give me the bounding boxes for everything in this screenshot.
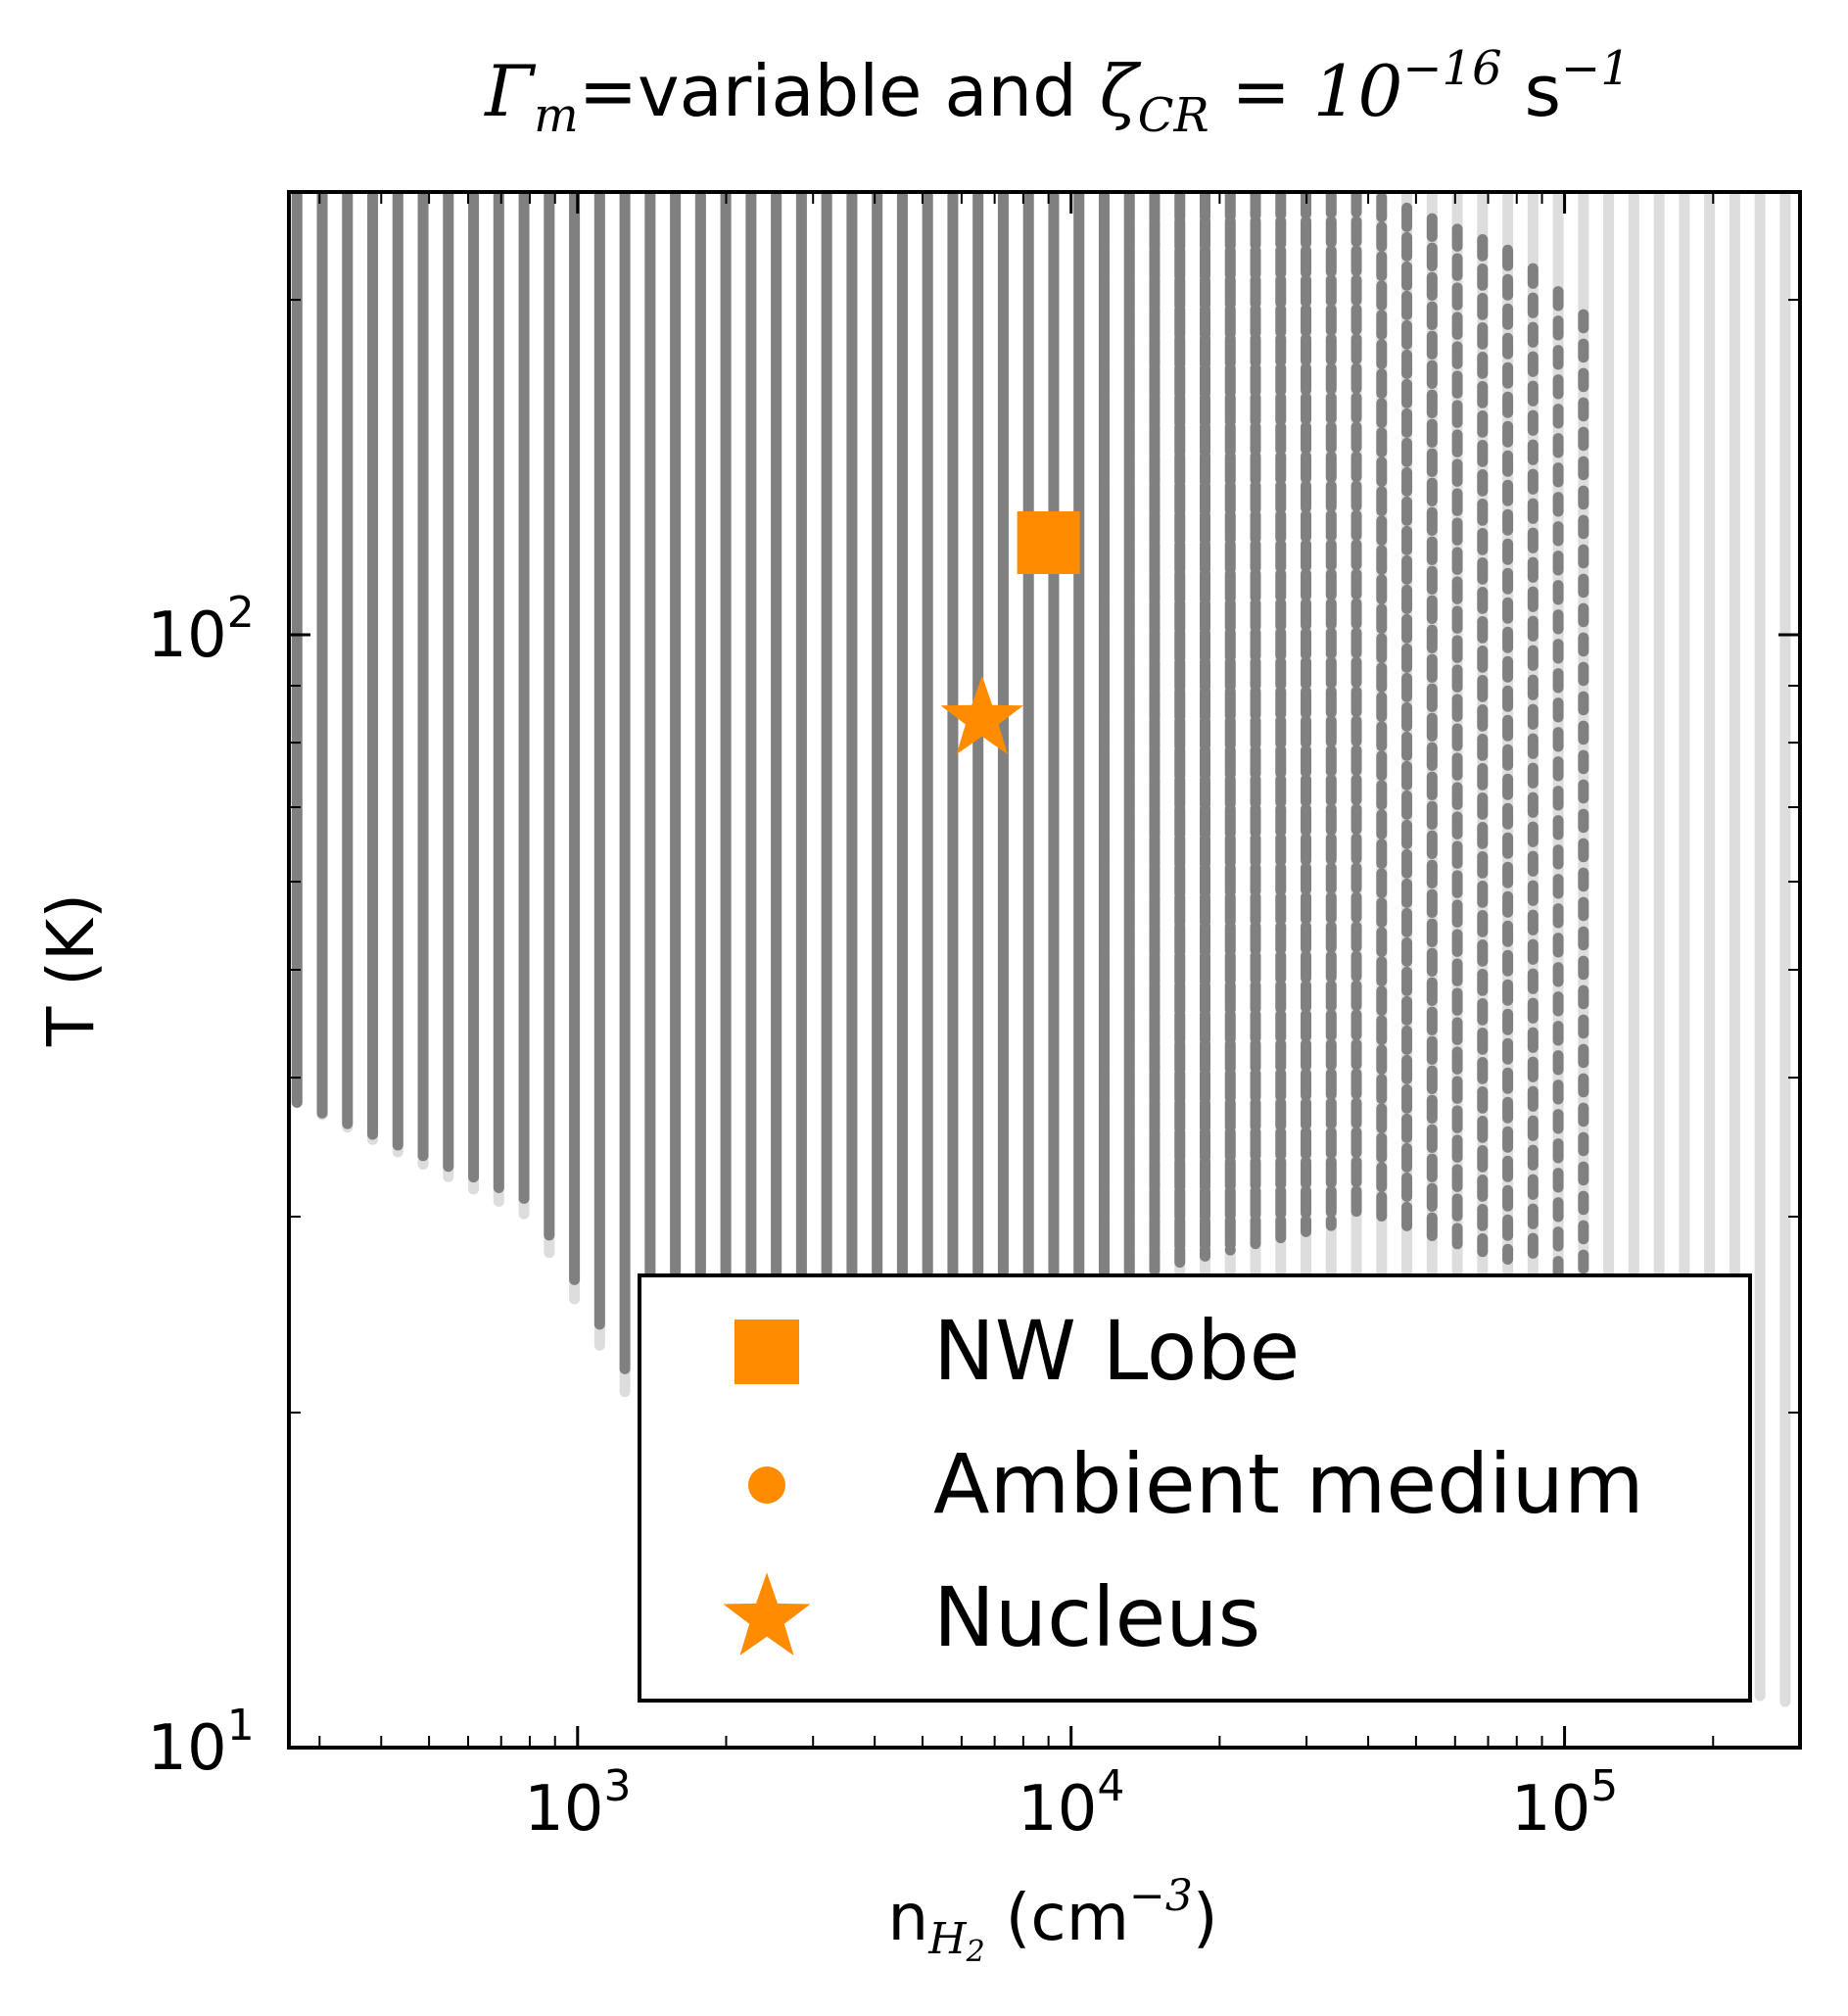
- x-axis-label: nH2 (cm−3): [887, 1871, 1217, 1969]
- title-exp: −16: [1402, 41, 1501, 96]
- model-grid-good: [291, 192, 1589, 1496]
- point-nucleus: [940, 675, 1023, 754]
- y-axis-label: T (K): [33, 893, 109, 1047]
- chart-title: Γm=variable and ζCR = 10−16 s−1: [483, 41, 1631, 143]
- title-zeta: ζ: [1100, 50, 1142, 132]
- legend-label: NW Lobe: [933, 1303, 1300, 1399]
- y-tick-label: 101: [147, 1701, 254, 1785]
- title-equals: = 10: [1209, 50, 1403, 132]
- x-label-sub: H: [927, 1914, 968, 1964]
- svg-text:nH2 (cm−3): nH2 (cm−3): [887, 1871, 1217, 1969]
- x-label-unit: (cm: [985, 1880, 1129, 1955]
- x-label-close: ): [1193, 1880, 1218, 1955]
- x-tick-label: 105: [1511, 1761, 1618, 1846]
- legend-frame: [638, 1273, 1752, 1703]
- data-points: [940, 511, 1080, 754]
- svg-text:Γm=variable and ζCR = 10−16 s−: Γm=variable and ζCR = 10−16 s−1: [483, 41, 1631, 143]
- x-label-unit-exp: −3: [1129, 1871, 1193, 1921]
- x-tick-label: 104: [1018, 1761, 1124, 1846]
- legend-marker-star: [723, 1572, 811, 1656]
- axes: 103 104 105 101 102: [147, 190, 1802, 1846]
- legend-label: Nucleus: [933, 1569, 1260, 1665]
- title-gamma-sub: m: [534, 88, 579, 143]
- title-unit-exp: −1: [1561, 41, 1631, 96]
- y-tick-label: 102: [147, 588, 254, 672]
- legend-label: Ambient medium: [933, 1436, 1644, 1532]
- title-zeta-sub: CR: [1138, 88, 1209, 143]
- title-unit: s: [1502, 50, 1561, 132]
- title-gamma: Γ: [483, 50, 537, 132]
- x-label-n: n: [887, 1880, 928, 1955]
- legend: NW Lobe Ambient medium Nucleus: [638, 1273, 1752, 1703]
- point-nw-lobe: [1017, 511, 1080, 575]
- legend-marker-circle: [748, 1466, 785, 1504]
- x-tick-label: 103: [524, 1761, 631, 1846]
- y-axis-label-text: T (K): [33, 893, 109, 1047]
- title-mid: =variable and: [579, 50, 1100, 132]
- x-label-subsub: 2: [966, 1935, 985, 1969]
- legend-marker-square: [734, 1320, 799, 1384]
